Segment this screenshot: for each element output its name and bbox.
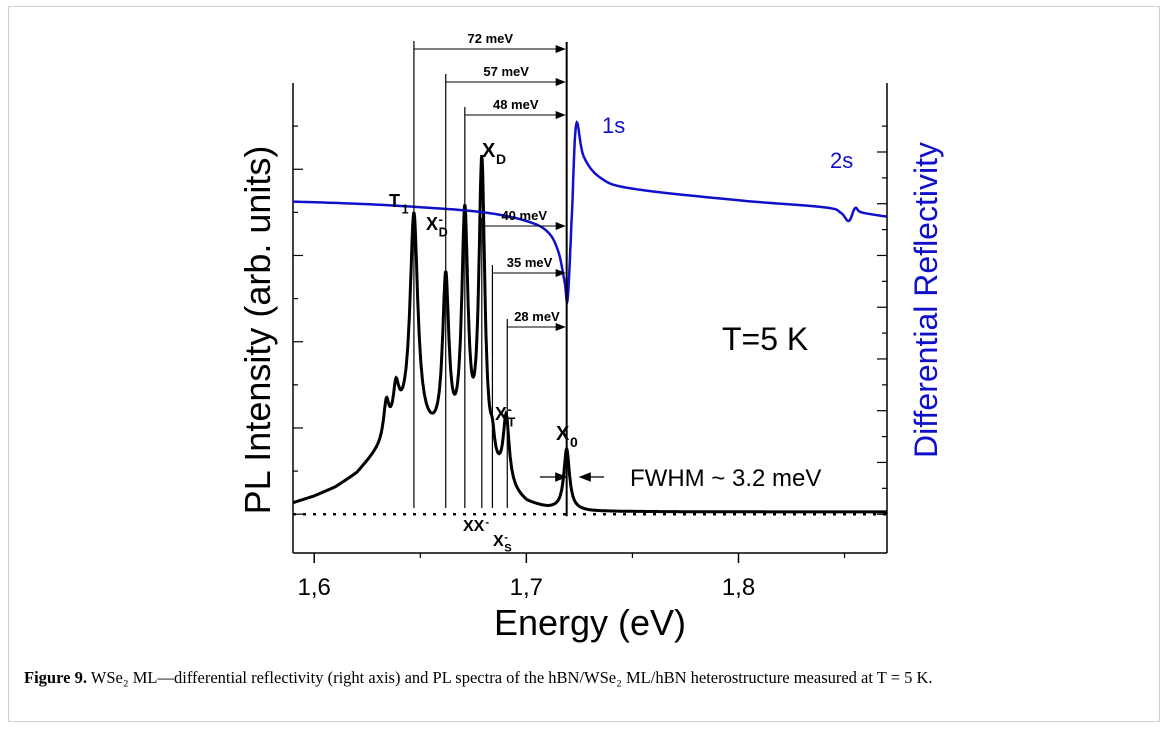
peak-label: XD bbox=[482, 140, 506, 167]
plot-axes bbox=[292, 83, 888, 563]
x-axis-title: Energy (eV) bbox=[494, 602, 686, 643]
figure-caption: Figure 9. WSe₂ ML—differential reflectiv… bbox=[24, 668, 1134, 688]
reflectivity-label-2s: 2s bbox=[830, 148, 853, 173]
peak-label: X-D bbox=[426, 213, 448, 240]
figure-frame bbox=[8, 6, 1160, 722]
peak-label: X-T bbox=[495, 403, 516, 430]
fwhm-annotation: FWHM ~ 3.2 meV bbox=[630, 465, 821, 492]
energy-difference-label: 28 meV bbox=[514, 309, 560, 324]
energy-difference-label: 57 meV bbox=[483, 64, 529, 79]
energy-difference-label: 48 meV bbox=[493, 97, 539, 112]
peak-label: X-S bbox=[493, 531, 512, 554]
peak-label: XX- bbox=[463, 516, 489, 535]
temperature-annotation: T=5 K bbox=[722, 321, 808, 357]
x-tick-label: 1,6 bbox=[298, 574, 331, 601]
energy-difference-label: 40 meV bbox=[501, 208, 547, 223]
x-tick-label: 1,7 bbox=[510, 574, 543, 601]
pl-spectrum-line bbox=[292, 155, 887, 514]
reflectivity-label-1s: 1s bbox=[602, 113, 625, 138]
figure-caption-label: Figure 9. bbox=[24, 668, 87, 687]
plot-labels: 1,6 1,7 1,8 Energy (eV) PL Intensity (arb. u… bbox=[237, 31, 944, 643]
reflectivity-line bbox=[292, 120, 888, 306]
energy-difference-label: 72 meV bbox=[468, 31, 514, 46]
peak-label: X0 bbox=[556, 423, 578, 450]
figure-caption-text: WSe₂ ML—differential reflectivity (right… bbox=[86, 668, 933, 687]
left-y-axis-title: PL Intensity (arb. units) bbox=[237, 146, 278, 515]
x-tick-label: 1,8 bbox=[722, 574, 755, 601]
plot-marks bbox=[292, 41, 888, 517]
energy-difference-label: 35 meV bbox=[507, 255, 553, 270]
right-y-axis-title: Differential Reflectivity bbox=[908, 142, 944, 458]
